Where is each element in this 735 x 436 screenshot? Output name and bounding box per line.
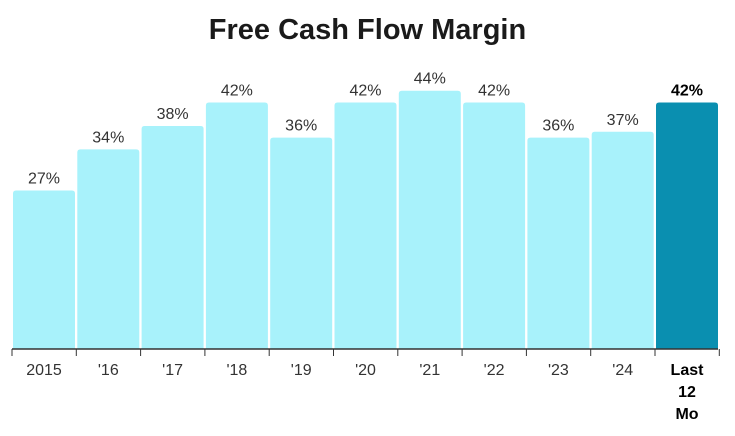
value-label-8: 36% <box>542 118 574 135</box>
bar-4 <box>270 138 332 349</box>
x-tick-label-1: '16 <box>98 362 119 379</box>
x-tick-label-3: '18 <box>226 362 247 379</box>
bar-7 <box>463 102 525 349</box>
value-label-3: 42% <box>221 82 253 99</box>
bar-1 <box>77 149 139 349</box>
bar-3 <box>206 102 268 349</box>
bar-6 <box>399 91 461 349</box>
bar-10 <box>656 102 718 349</box>
x-tick-label-5: '20 <box>355 362 376 379</box>
x-ticks-group <box>12 349 719 356</box>
x-tick-label-7: '22 <box>484 362 505 379</box>
value-label-5: 42% <box>349 82 381 99</box>
value-label-7: 42% <box>478 82 510 99</box>
bar-0 <box>13 191 75 349</box>
bar-8 <box>527 138 589 349</box>
bar-5 <box>335 102 397 349</box>
x-tick-label-2: '17 <box>162 362 183 379</box>
x-tick-label-6: '21 <box>419 362 440 379</box>
value-label-2: 38% <box>157 106 189 123</box>
value-label-6: 44% <box>414 71 446 88</box>
value-label-1: 34% <box>92 129 124 146</box>
x-tick-labels-group: 2015 '16 '17 '18 '19 '20 '21 '22 '23 '24 Last 12 Mo <box>26 362 704 423</box>
x-tick-label-9: '24 <box>612 362 633 379</box>
value-label-4: 36% <box>285 118 317 135</box>
x-tick-label-10: Last 12 Mo <box>671 362 705 423</box>
bar-2 <box>142 126 204 349</box>
value-label-9: 37% <box>607 112 639 129</box>
x-tick-label-0: 2015 <box>26 362 62 379</box>
x-tick-label-8: '23 <box>548 362 569 379</box>
x-tick-label-4: '19 <box>291 362 312 379</box>
bar-9 <box>592 132 654 349</box>
value-label-10: 42% <box>671 82 703 99</box>
value-label-0: 27% <box>28 171 60 188</box>
